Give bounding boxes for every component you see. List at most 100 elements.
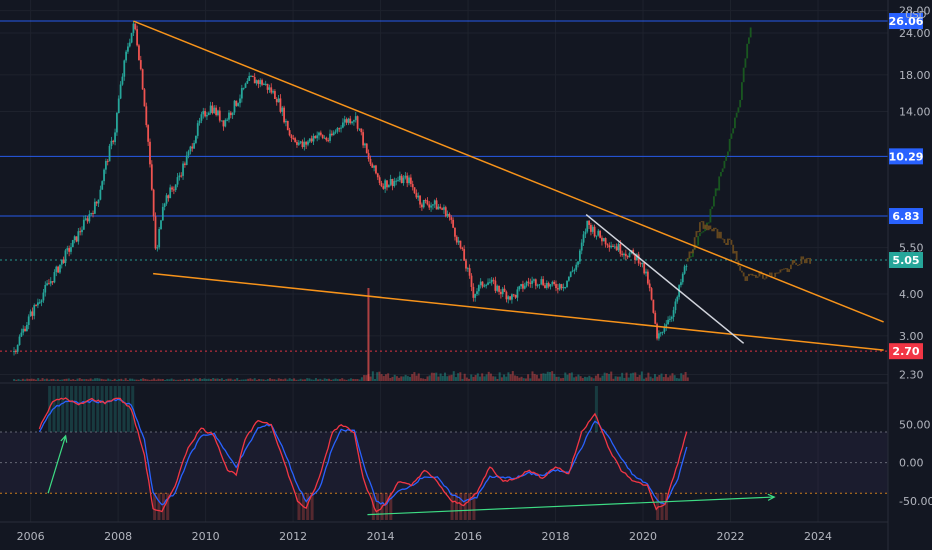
volume-bar — [378, 371, 381, 381]
volume-bar — [314, 378, 317, 381]
volume-bar — [328, 378, 331, 381]
volume-bar — [590, 377, 593, 381]
candle-body — [169, 187, 172, 199]
time-tick-label: 2018 — [542, 530, 570, 543]
time-tick-label: 2008 — [104, 530, 132, 543]
candle-body — [24, 328, 26, 332]
candle-body — [40, 300, 43, 303]
volume-bar — [487, 371, 490, 381]
candle-body — [119, 84, 122, 99]
volume-bar — [111, 379, 114, 381]
projection-candle — [695, 244, 698, 246]
price-tick-label: 24.00 — [899, 27, 931, 40]
candle-body — [610, 245, 613, 248]
overbought-zone — [122, 386, 126, 432]
candle-body — [220, 120, 223, 122]
oversold-zone — [306, 493, 310, 520]
candle-body — [226, 119, 229, 121]
volume-bar — [513, 375, 516, 381]
volume-bar — [238, 379, 241, 381]
volume-bar — [330, 379, 333, 381]
candle-body — [20, 332, 23, 337]
volume-bar — [524, 378, 527, 381]
volume-bar — [358, 379, 361, 381]
volume-bar — [275, 379, 278, 381]
candle-body — [196, 123, 199, 136]
volume-bar — [444, 372, 446, 381]
projection-candle — [706, 222, 708, 226]
candle-body — [507, 296, 510, 300]
volume-bar — [227, 378, 230, 381]
volume-bar — [570, 372, 573, 381]
candle-body — [364, 143, 366, 146]
volume-bar — [19, 379, 22, 381]
candle-body — [299, 141, 302, 143]
volume-bar — [67, 378, 70, 381]
volume-bar — [80, 379, 83, 381]
oscillator-pane — [0, 386, 888, 520]
candle-body — [112, 140, 115, 143]
candle-body — [285, 120, 287, 123]
volume-bar — [409, 376, 412, 381]
candle-body — [207, 112, 210, 116]
projection-candle — [706, 224, 708, 231]
candle-body — [656, 323, 658, 339]
candle-body — [264, 83, 267, 85]
projection-candle — [739, 266, 742, 271]
projection-candle — [783, 268, 785, 270]
overbought-zone — [65, 386, 69, 432]
candle-body — [237, 103, 240, 106]
candle-body — [152, 189, 155, 217]
candle-body — [307, 141, 309, 145]
candle-body — [415, 193, 418, 198]
projection-candle — [795, 262, 798, 265]
level-badge — [889, 208, 923, 225]
candle-body — [222, 120, 225, 127]
volume-bar — [78, 378, 81, 381]
candle-body — [646, 271, 649, 284]
candle-body — [51, 281, 54, 283]
candle-body — [104, 161, 107, 170]
candle-body — [92, 213, 94, 215]
candle-body — [599, 230, 602, 238]
candle-body — [613, 246, 616, 248]
volume-bar — [656, 376, 659, 381]
candle-body — [257, 80, 260, 84]
volume-bar — [393, 374, 396, 381]
candle-body — [657, 333, 660, 339]
oversold-zone — [161, 493, 165, 520]
projection-candle — [779, 269, 782, 273]
projection-candle — [742, 67, 745, 83]
volume-bar — [258, 379, 261, 381]
candle-body — [316, 135, 319, 139]
volume-bar — [382, 376, 385, 381]
volume-bar — [341, 378, 344, 381]
candle-body — [301, 141, 304, 147]
candle-body — [314, 135, 317, 139]
volume-bar — [170, 378, 173, 381]
volume-bar — [312, 379, 315, 381]
candle-body — [560, 284, 563, 289]
candle-body — [558, 284, 561, 290]
momentum-up-arrow — [47, 435, 67, 494]
volume-bar — [483, 376, 486, 381]
projection-candle — [718, 231, 721, 239]
volume-bar — [363, 375, 366, 381]
candle-body — [86, 218, 89, 222]
projection-candle — [791, 260, 794, 265]
volume-bar — [242, 379, 245, 381]
volume-bar — [614, 376, 617, 381]
candle-body — [474, 294, 477, 298]
oscillator-band — [0, 431, 888, 494]
candle-body — [483, 285, 486, 287]
candle-body — [240, 88, 243, 99]
volume-bar — [295, 379, 298, 381]
candle-body — [347, 118, 350, 123]
projection-candle — [784, 268, 787, 270]
volume-bar — [321, 379, 324, 381]
volume-bar — [579, 376, 582, 381]
volume-bar — [404, 374, 407, 381]
candle-body — [551, 281, 554, 285]
candle-body — [430, 205, 432, 208]
candle-body — [533, 279, 535, 281]
